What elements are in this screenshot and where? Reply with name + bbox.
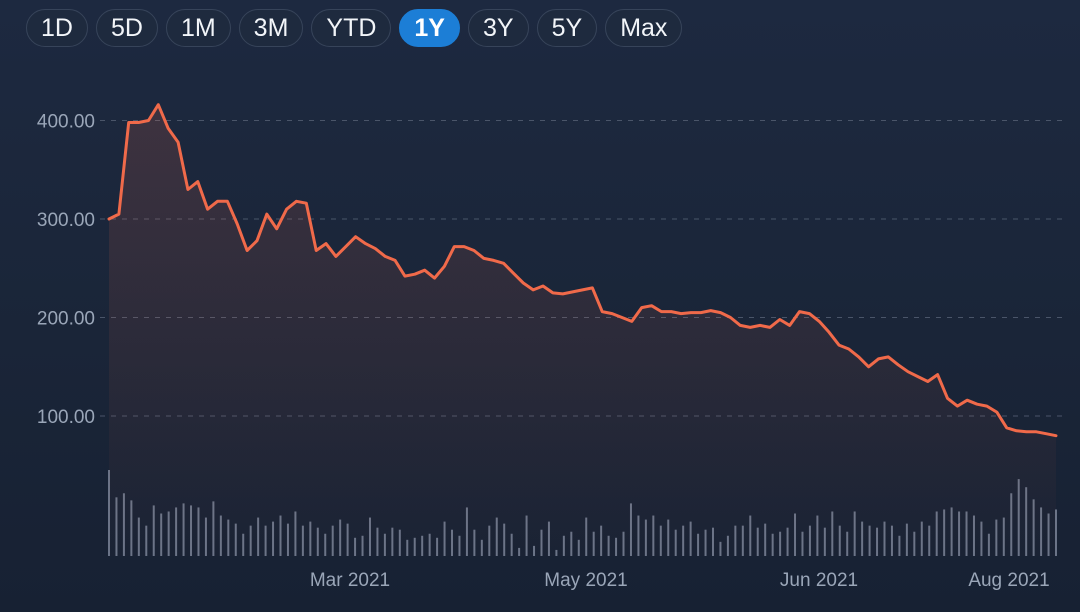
- y-tick-label: 300.00: [37, 210, 95, 231]
- range-button-ytd[interactable]: YTD: [311, 9, 392, 47]
- range-button-5y[interactable]: 5Y: [536, 9, 598, 47]
- price-line[interactable]: [107, 103, 1058, 438]
- y-tick-label: 200.00: [37, 309, 95, 330]
- y-axis-ticks: 100.00 200.00 300.00 400.00: [37, 112, 95, 429]
- x-axis-ticks: Mar 2021 May 2021 Jun 2021 Aug 2021: [310, 570, 1050, 591]
- x-tick-label: May 2021: [544, 570, 627, 591]
- y-tick-label: 400.00: [37, 112, 95, 133]
- range-button-3m[interactable]: 3M: [238, 9, 304, 47]
- range-button-1y[interactable]: 1Y: [399, 9, 460, 47]
- price-area-fill: [109, 104, 1056, 556]
- x-tick-label: Jun 2021: [780, 570, 858, 591]
- range-button-1m[interactable]: 1M: [165, 9, 231, 47]
- range-button-1d[interactable]: 1D: [26, 9, 88, 47]
- y-tick-label: 100.00: [37, 407, 95, 428]
- range-button-max[interactable]: Max: [605, 9, 683, 47]
- range-selector: 1D 5D 1M 3M YTD 1Y 3Y 5Y Max: [26, 9, 683, 47]
- x-tick-label: Aug 2021: [968, 570, 1049, 591]
- x-tick-label: Mar 2021: [310, 570, 390, 591]
- range-button-5d[interactable]: 5D: [95, 9, 158, 47]
- range-button-3y[interactable]: 3Y: [468, 9, 529, 47]
